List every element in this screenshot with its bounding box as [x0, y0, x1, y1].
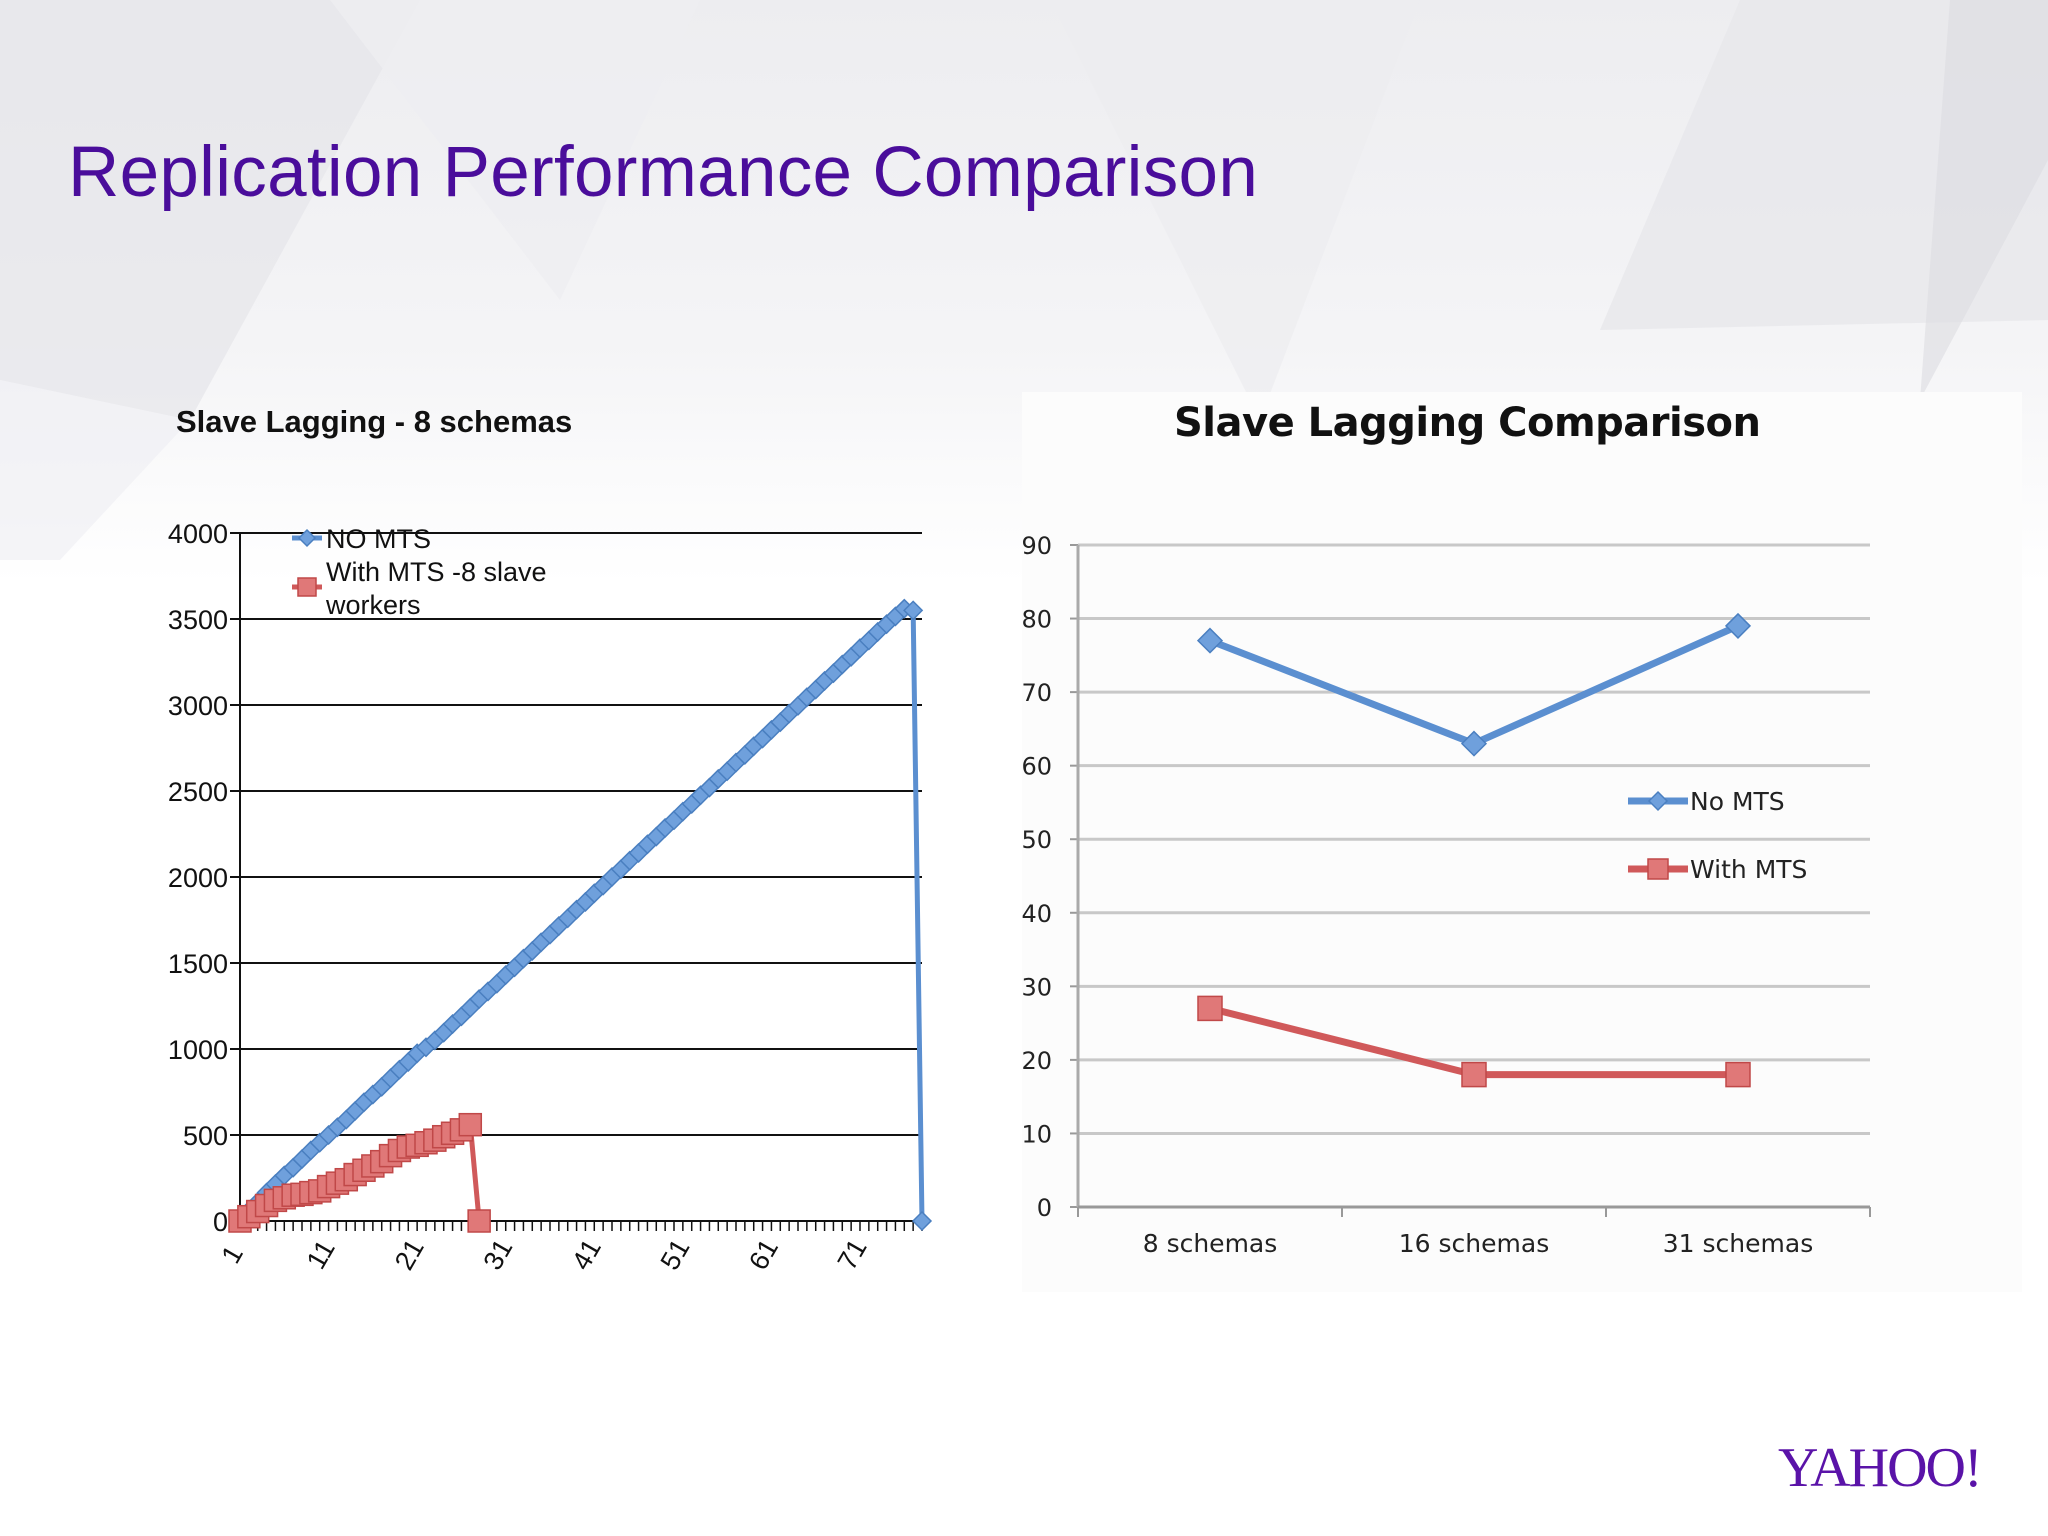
y-tick-label: 70: [1021, 679, 1052, 707]
data-point: [467, 1209, 491, 1233]
y-tick-label: 10: [1021, 1120, 1052, 1148]
legend-label-no-mts: NO MTS: [326, 524, 431, 554]
series-line-no-mts: [1208, 622, 1740, 748]
data-point: [458, 1112, 483, 1137]
y-tick-label: 90: [1021, 532, 1052, 560]
slide-title: Replication Performance Comparison: [68, 133, 1259, 212]
y-tick-label: 1500: [168, 949, 228, 979]
x-tick-label: 31 schemas: [1663, 1229, 1813, 1258]
data-point: [1725, 1061, 1751, 1088]
y-tick-label: 2500: [168, 777, 228, 807]
y-tick-label: 0: [213, 1207, 228, 1237]
legend-marker-no-mts: [297, 528, 317, 548]
data-point: [1460, 730, 1488, 757]
y-tick-label: 50: [1021, 826, 1052, 854]
y-tick-label: 1000: [168, 1035, 228, 1065]
y-tick-label: 60: [1021, 753, 1052, 781]
y-tick-label: 500: [183, 1121, 228, 1151]
y-tick-label: 4000: [168, 519, 228, 549]
y-tick-label: 0: [1037, 1194, 1052, 1222]
data-point: [1461, 1061, 1487, 1088]
data-point: [903, 600, 924, 621]
right-chart-title: Slave Lagging Comparison: [1174, 400, 1761, 446]
y-tick-label: 20: [1021, 1047, 1052, 1075]
legend-label: No MTS: [1690, 787, 1785, 816]
legend-label: With MTS: [1690, 855, 1807, 884]
left-chart-title: Slave Lagging - 8 schemas: [176, 404, 573, 439]
y-tick-label: 3500: [168, 605, 228, 635]
data-point: [1196, 627, 1224, 654]
x-tick-label: 16 schemas: [1399, 1229, 1549, 1258]
legend-marker: [1647, 790, 1669, 812]
yahoo-logo: YAHOO!: [1778, 1437, 1983, 1499]
right-chart-panel: [1022, 392, 2022, 1292]
y-tick-label: 3000: [168, 691, 228, 721]
legend-marker-with-mts: [297, 577, 317, 597]
legend-label-with-mts: With MTS -8 slave workers: [325, 557, 547, 620]
y-tick-label: 30: [1021, 973, 1052, 1001]
x-tick-label: 8 schemas: [1143, 1229, 1278, 1258]
y-tick-label: 2000: [168, 863, 228, 893]
data-point: [1197, 995, 1223, 1022]
y-tick-label: 80: [1021, 606, 1052, 634]
data-point: [1724, 612, 1752, 639]
y-tick-label: 40: [1021, 900, 1052, 928]
legend-marker: [1647, 858, 1669, 880]
data-point: [911, 1210, 933, 1232]
